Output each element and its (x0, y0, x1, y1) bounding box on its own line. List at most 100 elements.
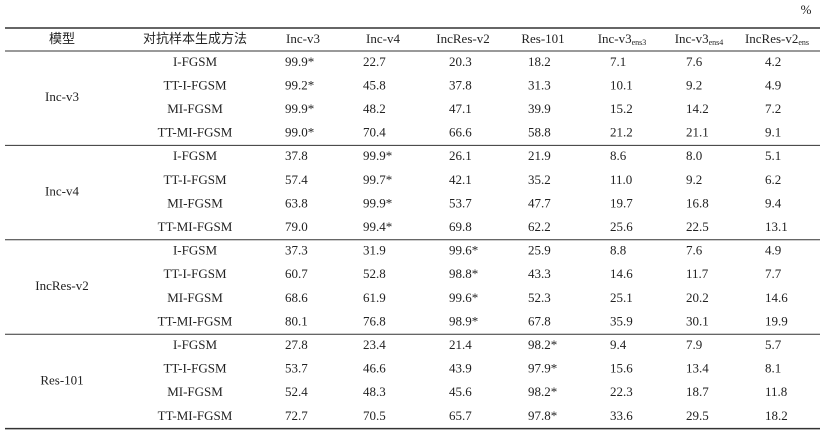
cell-value: 80.1 (285, 313, 308, 328)
method: MI-FGSM (167, 384, 223, 399)
column-header: IncRes-v2ens (745, 31, 809, 47)
column-header-text: 对抗样本生成方法 (143, 31, 247, 46)
cell-value: 98.9* (449, 313, 478, 328)
cell-value: 99.7* (363, 172, 392, 187)
cell-value: 52.4 (285, 384, 308, 399)
cell-value: 67.8 (528, 313, 551, 328)
cell-value: 22.3 (610, 384, 633, 399)
cell-value: 8.1 (765, 361, 781, 376)
cell-value: 9.2 (686, 77, 702, 92)
column-header: Inc-v3ens3 (598, 31, 647, 47)
cell-value: 42.1 (449, 172, 472, 187)
model-name: Inc-v3 (45, 89, 79, 104)
column-header: IncRes-v2 (436, 31, 489, 46)
cell-value: 14.6 (610, 266, 633, 281)
column-header: Inc-v3 (286, 31, 320, 46)
cell-value: 22.5 (686, 219, 709, 234)
cell-value: 25.9 (528, 243, 551, 258)
cell-value: 99.9* (285, 101, 314, 116)
cell-value: 46.6 (363, 361, 386, 376)
method: MI-FGSM (167, 290, 223, 305)
cell-value: 11.7 (686, 266, 709, 281)
cell-value: 4.9 (765, 77, 781, 92)
cell-value: 33.6 (610, 408, 633, 423)
cell-value: 66.6 (449, 125, 472, 140)
column-header: 对抗样本生成方法 (143, 31, 247, 46)
cell-value: 98.2* (528, 384, 557, 399)
cell-value: 37.8 (285, 148, 308, 163)
cell-value: 23.4 (363, 337, 386, 352)
cell-value: 7.7 (765, 266, 782, 281)
cell-value: 63.8 (285, 195, 308, 210)
cell-value: 7.6 (686, 54, 703, 69)
column-header-sub: ens (798, 38, 809, 47)
cell-value: 22.7 (363, 54, 386, 69)
cell-value: 16.8 (686, 195, 709, 210)
cell-value: 45.6 (449, 384, 472, 399)
cell-value: 18.7 (686, 384, 709, 399)
column-header: Inc-v3ens4 (675, 31, 724, 47)
method: TT-MI-FGSM (158, 219, 233, 234)
cell-value: 6.2 (765, 172, 781, 187)
cell-value: 57.4 (285, 172, 308, 187)
cell-value: 70.4 (363, 125, 386, 140)
cell-value: 99.6* (449, 290, 478, 305)
cell-value: 10.1 (610, 77, 633, 92)
column-header-text: Inc-v3 (598, 31, 632, 46)
cell-value: 4.2 (765, 54, 781, 69)
method: I-FGSM (173, 243, 218, 258)
cell-value: 43.9 (449, 361, 472, 376)
column-header: 模型 (49, 31, 75, 46)
cell-value: 9.2 (686, 172, 702, 187)
cell-value: 52.3 (528, 290, 551, 305)
cell-value: 13.4 (686, 361, 709, 376)
cell-value: 9.1 (765, 125, 781, 140)
method: MI-FGSM (167, 195, 223, 210)
cell-value: 11.8 (765, 384, 787, 399)
cell-value: 99.9* (363, 195, 392, 210)
method: I-FGSM (173, 54, 218, 69)
column-header-text: IncRes-v2 (436, 31, 489, 46)
cell-value: 65.7 (449, 408, 472, 423)
cell-value: 31.3 (528, 77, 551, 92)
method: MI-FGSM (167, 101, 223, 116)
cell-value: 29.5 (686, 408, 709, 423)
cell-value: 47.7 (528, 195, 551, 210)
cell-value: 20.3 (449, 54, 472, 69)
method: TT-I-FGSM (163, 77, 227, 92)
cell-value: 99.9* (363, 148, 392, 163)
cell-value: 25.6 (610, 219, 633, 234)
cell-value: 5.1 (765, 148, 781, 163)
method: TT-MI-FGSM (158, 125, 233, 140)
unit: % (801, 2, 812, 17)
column-header-sub: ens4 (709, 38, 724, 47)
cell-value: 79.0 (285, 219, 308, 234)
cell-value: 8.0 (686, 148, 702, 163)
cell-value: 20.2 (686, 290, 709, 305)
cell-value: 8.8 (610, 243, 626, 258)
cell-value: 61.9 (363, 290, 386, 305)
cell-value: 13.1 (765, 219, 788, 234)
column-header: Res-101 (521, 31, 564, 46)
cell-value: 8.6 (610, 148, 627, 163)
cell-value: 21.1 (686, 125, 709, 140)
cell-value: 52.8 (363, 266, 386, 281)
cell-value: 62.2 (528, 219, 551, 234)
cell-value: 35.9 (610, 313, 633, 328)
column-header-sub: ens3 (632, 38, 647, 47)
cell-value: 98.2* (528, 337, 557, 352)
cell-value: 18.2 (765, 408, 788, 423)
method: TT-MI-FGSM (158, 408, 233, 423)
column-header-text: 模型 (49, 31, 75, 46)
cell-value: 25.1 (610, 290, 633, 305)
cell-value: 9.4 (610, 337, 627, 352)
column-header-text: Inc-v3 (675, 31, 709, 46)
cell-value: 43.3 (528, 266, 551, 281)
method: I-FGSM (173, 337, 218, 352)
cell-value: 9.4 (765, 195, 782, 210)
cell-value: 14.2 (686, 101, 709, 116)
cell-value: 14.6 (765, 290, 788, 305)
cell-value: 5.7 (765, 337, 782, 352)
method: TT-MI-FGSM (158, 313, 233, 328)
cell-value: 97.9* (528, 361, 557, 376)
